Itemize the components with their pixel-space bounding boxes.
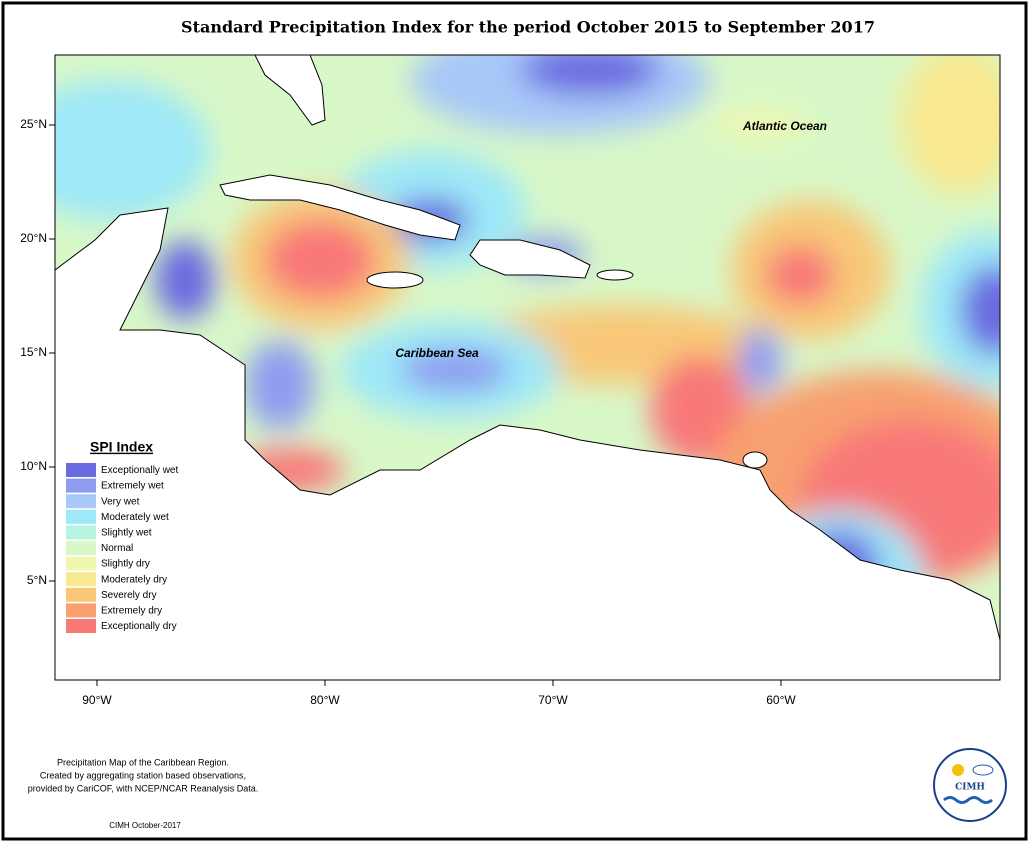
legend-title: SPI Index bbox=[90, 439, 153, 455]
legend-swatch bbox=[66, 541, 96, 555]
legend-label: Very wet bbox=[101, 496, 140, 507]
legend-label: Moderately dry bbox=[101, 574, 167, 585]
legend-label: Normal bbox=[101, 543, 133, 554]
lon-tick-label: 90°W bbox=[82, 693, 112, 707]
legend-swatch bbox=[66, 603, 96, 618]
legend-swatch bbox=[66, 619, 96, 633]
lon-tick-label: 80°W bbox=[310, 693, 340, 707]
map-area: Atlantic Ocean Caribbean Sea bbox=[55, 55, 1000, 680]
lat-tick-label: 5°N bbox=[27, 573, 47, 587]
footer-note: Created by aggregating station based obs… bbox=[40, 770, 246, 780]
footer-credit: CIMH October-2017 bbox=[109, 821, 181, 830]
land bbox=[55, 55, 1000, 680]
legend-label: Slightly dry bbox=[101, 559, 150, 570]
legend: SPI Index Exceptionally wet Extremely wet… bbox=[60, 438, 195, 643]
legend-label: Severely dry bbox=[101, 590, 157, 601]
ocean-label: Atlantic Ocean bbox=[742, 119, 827, 133]
legend-swatch bbox=[66, 494, 96, 509]
lon-tick-label: 70°W bbox=[538, 693, 568, 707]
axes: 90°W 80°W 70°W 60°W 25°N 20°N 15°N 10°N 5°N bbox=[20, 117, 796, 707]
legend-label: Extremely dry bbox=[101, 606, 162, 617]
sea-label: Caribbean Sea bbox=[395, 346, 479, 360]
legend-label: Exceptionally dry bbox=[101, 621, 177, 632]
legend-swatch bbox=[66, 509, 96, 524]
lat-tick-label: 20°N bbox=[20, 231, 47, 245]
map-title: Standard Precipitation Index for the per… bbox=[181, 18, 875, 37]
footer-note: provided by CariCOF, with NCEP/NCAR Rean… bbox=[28, 783, 259, 793]
legend-items: Exceptionally wet Extremely wet Very wet Mo… bbox=[66, 463, 178, 633]
legend-label: Extremely wet bbox=[101, 481, 164, 492]
legend-swatch bbox=[66, 463, 96, 477]
legend-swatch bbox=[66, 572, 96, 587]
lat-tick-label: 10°N bbox=[20, 459, 47, 473]
logo-text: CIMH bbox=[955, 783, 985, 793]
legend-label: Moderately wet bbox=[101, 512, 169, 523]
legend-swatch bbox=[66, 478, 96, 493]
lat-tick-label: 25°N bbox=[20, 117, 47, 131]
legend-swatch bbox=[66, 525, 96, 540]
logo: CIMH bbox=[933, 748, 1007, 822]
lon-tick-label: 60°W bbox=[766, 693, 796, 707]
legend-swatch bbox=[66, 556, 96, 571]
legend-label: Exceptionally wet bbox=[101, 465, 178, 476]
footer-note: Precipitation Map of the Caribbean Regio… bbox=[57, 757, 229, 767]
lat-tick-label: 15°N bbox=[20, 345, 47, 359]
footer: Precipitation Map of the Caribbean Regio… bbox=[28, 757, 259, 830]
legend-label: Slightly wet bbox=[101, 528, 152, 539]
legend-swatch bbox=[66, 587, 96, 602]
map-border bbox=[54, 54, 1001, 681]
